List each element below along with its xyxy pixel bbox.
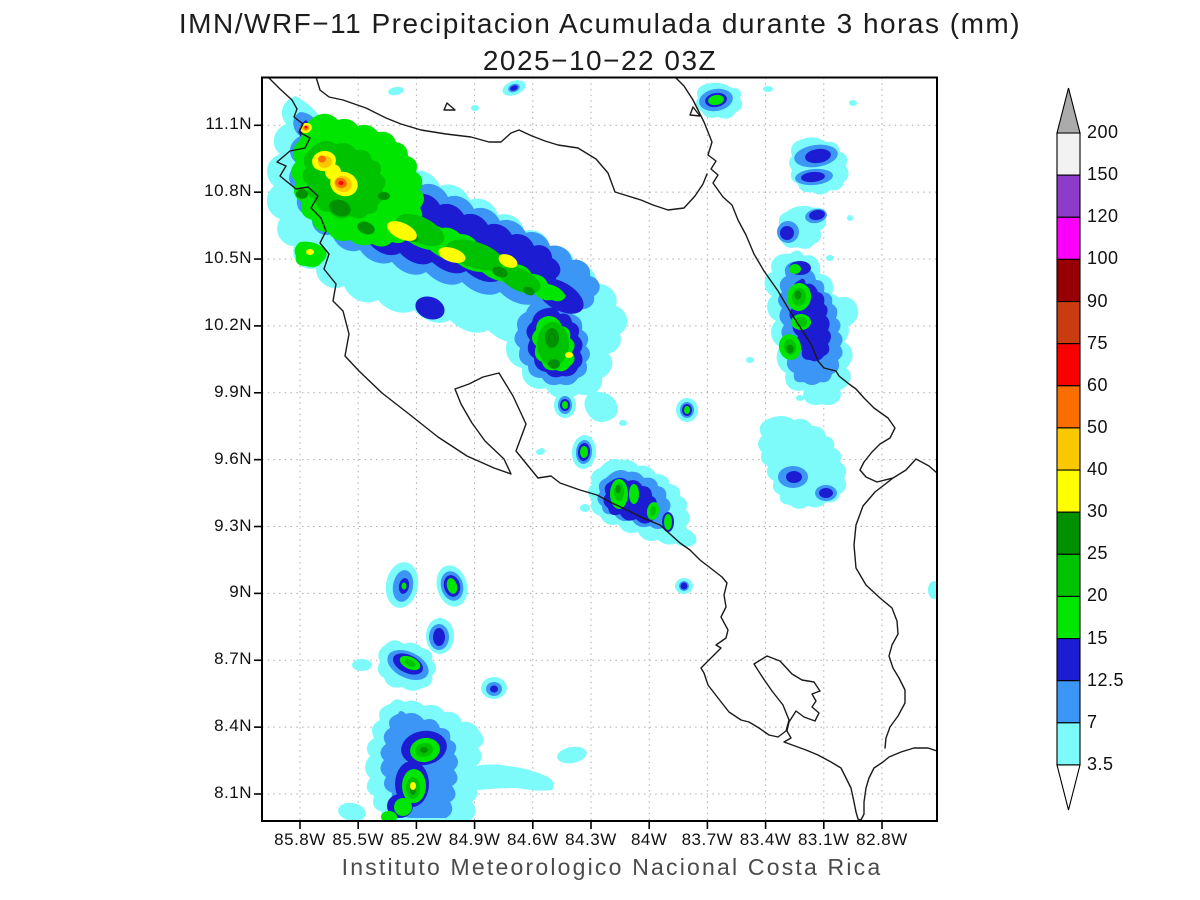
colorbar-cell	[1056, 132, 1081, 176]
colorbar-label: 75	[1087, 332, 1109, 353]
lake-nicaragua-shore	[315, 77, 708, 211]
colorbar-label: 120	[1087, 206, 1119, 227]
map-frame	[261, 76, 938, 822]
lat-tick-label: 8.7N	[214, 649, 252, 669]
precipitation-shaded-field	[266, 80, 937, 821]
lat-tick-label: 11.1N	[205, 114, 252, 134]
colorbar-label: 60	[1087, 374, 1109, 395]
colorbar-label: 12.5	[1087, 669, 1125, 690]
page-title: IMN/WRF−11 Precipitacion Acumulada duran…	[0, 5, 1200, 79]
colorbar-cell	[1056, 343, 1081, 387]
colorbar-cell	[1056, 385, 1081, 429]
map-title-line2: 2025−10−22 03Z	[482, 45, 718, 76]
colorbar-label: 40	[1087, 459, 1109, 480]
lat-tick-label: 9.6N	[214, 448, 252, 468]
lake-island	[443, 102, 456, 111]
lat-tick-label: 8.1N	[214, 783, 252, 802]
contour-level-30mm	[300, 122, 573, 790]
coastlines-and-borders	[267, 77, 937, 821]
footer-text: Instituto Meteorologico Nacional Costa R…	[341, 854, 883, 880]
lon-tick-label: 84.3W	[565, 830, 617, 849]
colorbar-cell	[1056, 511, 1081, 555]
colorbar-label: 200	[1087, 122, 1119, 142]
pacific-coastline	[267, 77, 937, 821]
colorbar-cell	[1056, 427, 1081, 471]
colorbar-label: 25	[1087, 543, 1109, 564]
colorbar-cell	[1056, 680, 1081, 724]
lat-tick-label: 8.4N	[214, 716, 252, 736]
colorbar-label: 7	[1087, 711, 1098, 732]
map-title-line1: IMN/WRF−11 Precipitacion Acumulada duran…	[178, 8, 1022, 39]
colorbar-label: 100	[1087, 248, 1119, 269]
lon-tick-label: 84.9W	[448, 830, 501, 849]
colorbar-label: 3.5	[1087, 753, 1114, 774]
colorbar-over-arrow	[1056, 87, 1081, 134]
colorbar-label: 50	[1087, 416, 1109, 437]
lon-tick-label: 83.4W	[739, 830, 792, 849]
colorbar-cell	[1056, 174, 1081, 218]
lon-tick-label: 84W	[630, 830, 668, 849]
axis-ticks	[254, 124, 883, 829]
colorbar-cell	[1056, 638, 1081, 682]
colorbar-label: 150	[1087, 164, 1119, 185]
lat-tick-label: 9N	[229, 582, 252, 602]
colorbar-label: 90	[1087, 290, 1109, 311]
coastal-island	[689, 106, 701, 117]
colorbar-cell	[1056, 216, 1081, 260]
contour-level-60mm	[304, 125, 344, 185]
lon-tick-label: 82.8W	[856, 830, 908, 849]
caribbean-coastline	[674, 77, 937, 483]
lat-tick-label: 10.2N	[204, 314, 252, 334]
colorbar-cell	[1056, 595, 1081, 640]
lon-tick-label: 83.7W	[681, 830, 734, 849]
colorbar	[1056, 87, 1081, 811]
colorbar-label: 15	[1087, 627, 1109, 648]
lon-tick-label: 85.8W	[274, 830, 326, 849]
lat-tick-label: 10.8N	[204, 181, 252, 201]
lat-tick-label: 9.9N	[214, 381, 252, 401]
lon-tick-label: 83.1W	[797, 830, 850, 849]
colorbar-under-arrow	[1056, 764, 1081, 811]
colorbar-label: 30	[1087, 501, 1109, 522]
colorbar-cell	[1056, 258, 1081, 303]
lon-tick-label: 85.5W	[332, 830, 384, 849]
colorbar-cell	[1056, 553, 1081, 597]
colorbar-label: 20	[1087, 585, 1109, 606]
lon-tick-label: 85.2W	[390, 830, 443, 849]
lon-tick-label: 84.6W	[506, 830, 559, 849]
colorbar-cell	[1056, 722, 1081, 766]
panama-border	[853, 477, 906, 749]
lat-tick-label: 9.3N	[214, 515, 252, 535]
colorbar-cell	[1056, 300, 1081, 345]
lat-tick-label: 10.5N	[204, 248, 252, 268]
colorbar-cell	[1056, 469, 1081, 513]
